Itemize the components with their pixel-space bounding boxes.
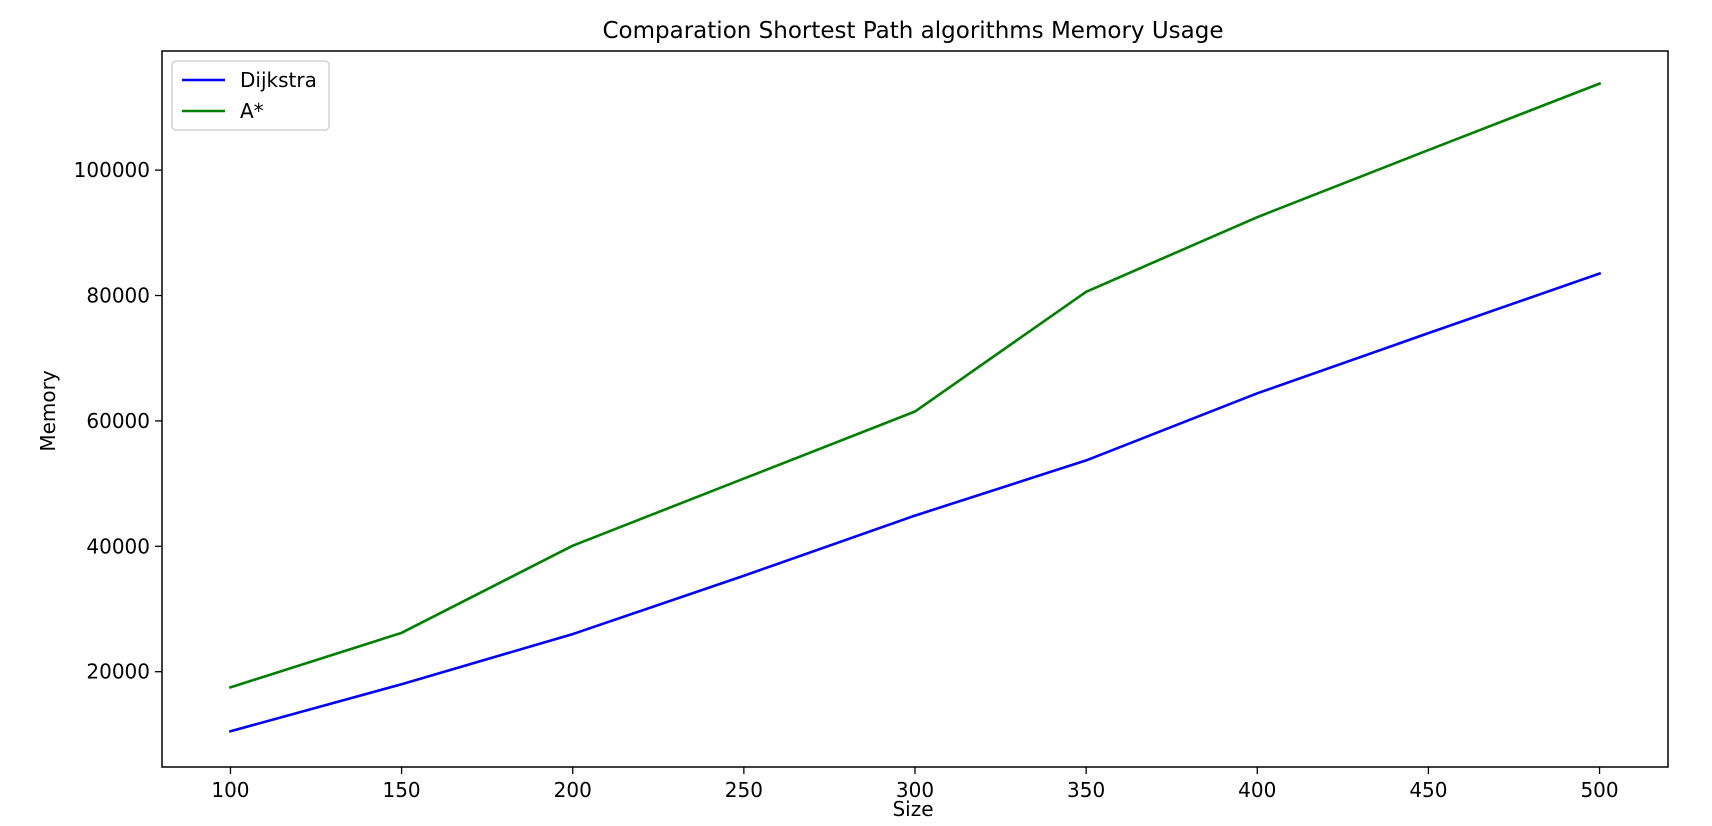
x-tick-label: 250 bbox=[725, 778, 763, 802]
y-tick-label: 20000 bbox=[86, 660, 150, 684]
series-line-a-star bbox=[228, 81, 1602, 690]
legend-label-dijkstra: Dijkstra bbox=[240, 68, 317, 92]
y-axis-label: Memory bbox=[36, 370, 60, 452]
x-tick-label: 450 bbox=[1409, 778, 1447, 802]
x-tick-label: 100 bbox=[211, 778, 249, 802]
x-tick-label: 350 bbox=[1067, 778, 1105, 802]
y-tick-label: 100000 bbox=[74, 158, 150, 182]
x-tick-label: 400 bbox=[1238, 778, 1276, 802]
y-tick-label: 40000 bbox=[86, 534, 150, 558]
series-lines bbox=[228, 81, 1602, 733]
plot-area-frame bbox=[161, 50, 1669, 768]
y-tick-label: 60000 bbox=[86, 409, 150, 433]
legend: Dijkstra A* bbox=[171, 60, 330, 131]
series-line-dijkstra bbox=[228, 271, 1602, 733]
chart-title: Comparation Shortest Path algorithms Mem… bbox=[603, 18, 1224, 44]
y-axis-ticks: 20000 40000 60000 80000 100000 bbox=[74, 158, 162, 684]
x-tick-label: 150 bbox=[382, 778, 420, 802]
y-tick-label: 80000 bbox=[86, 284, 150, 308]
x-tick-label: 200 bbox=[554, 778, 592, 802]
x-axis-label: Size bbox=[892, 797, 933, 821]
legend-label-a-star: A* bbox=[240, 99, 264, 123]
x-axis-ticks: 100 150 200 250 300 350 400 450 500 bbox=[211, 767, 1619, 802]
x-tick-label: 300 bbox=[896, 778, 934, 802]
legend-box bbox=[171, 60, 330, 131]
x-tick-label: 500 bbox=[1580, 778, 1618, 802]
